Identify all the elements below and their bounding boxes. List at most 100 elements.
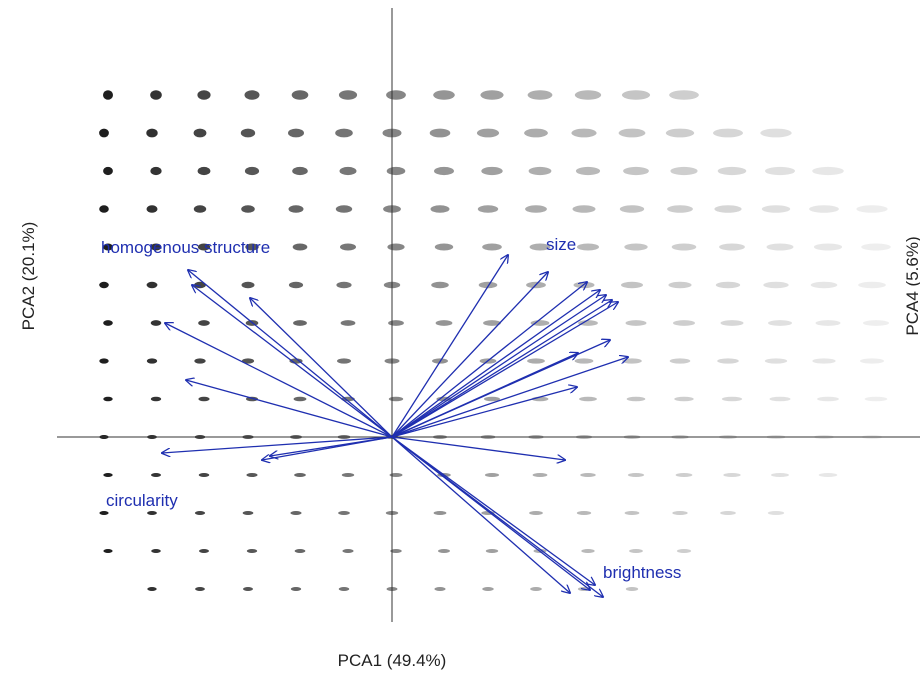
particle <box>771 473 789 477</box>
particle <box>389 473 403 477</box>
particle <box>340 243 356 251</box>
particle <box>193 205 207 213</box>
particle <box>621 90 651 100</box>
particle <box>242 511 254 515</box>
particle <box>338 90 358 100</box>
particle <box>335 205 353 213</box>
particle <box>484 396 500 402</box>
particle <box>246 473 258 477</box>
particle <box>434 243 454 251</box>
particle <box>386 166 406 176</box>
particle <box>863 320 889 326</box>
vector-label: homogenous structure <box>101 238 270 257</box>
loading-arrow <box>391 436 570 593</box>
particle <box>861 243 891 251</box>
particle <box>292 243 308 251</box>
particle <box>530 320 550 326</box>
particle <box>387 243 405 251</box>
particle <box>576 511 592 515</box>
particle <box>103 396 113 402</box>
particle <box>667 205 693 213</box>
particle <box>99 281 109 289</box>
particle <box>431 281 449 289</box>
particle <box>147 511 157 515</box>
particle <box>717 358 739 364</box>
particle <box>665 128 695 138</box>
particle <box>485 549 499 553</box>
particle <box>150 396 162 402</box>
particle <box>769 396 791 402</box>
particle <box>817 396 839 402</box>
loading-arrow <box>391 436 595 585</box>
loading-arrow <box>391 290 600 438</box>
loading-arrow <box>165 323 393 438</box>
particle <box>768 320 792 326</box>
particle <box>625 587 639 591</box>
particle <box>714 205 742 213</box>
vector-label: size <box>546 235 576 254</box>
loading-arrow <box>391 300 612 438</box>
particle <box>478 281 498 289</box>
particle <box>339 166 357 176</box>
particle <box>581 549 595 553</box>
particle <box>386 90 406 100</box>
particle <box>244 90 260 100</box>
vector-label: brightness <box>603 563 681 582</box>
loading-arrow <box>391 357 628 438</box>
particle <box>146 358 158 364</box>
particle <box>527 90 553 100</box>
particle <box>623 166 649 176</box>
particle <box>198 320 210 326</box>
particle <box>99 511 109 515</box>
particle <box>390 549 402 553</box>
particle <box>438 549 450 553</box>
particle <box>241 358 255 364</box>
particle <box>103 90 113 100</box>
particle <box>103 473 113 477</box>
particle <box>194 358 206 364</box>
particle <box>669 358 691 364</box>
particle <box>622 358 642 364</box>
particle <box>525 205 547 213</box>
particle <box>99 358 109 364</box>
particle <box>435 320 453 326</box>
particle <box>720 511 736 515</box>
particle <box>765 166 795 176</box>
x-axis-title: PCA1 (49.4%) <box>338 651 447 670</box>
particle <box>621 281 643 289</box>
particle <box>760 128 792 138</box>
particle <box>338 511 350 515</box>
loading-arrow <box>192 285 393 438</box>
particle <box>856 205 888 213</box>
particle <box>338 587 350 591</box>
loading-arrow <box>391 436 603 597</box>
particle <box>574 358 594 364</box>
particle <box>103 320 113 326</box>
particle <box>195 587 205 591</box>
particle <box>197 166 211 176</box>
loading-arrow <box>391 255 508 438</box>
particle <box>433 90 455 100</box>
particle <box>194 511 206 515</box>
particle <box>146 205 158 213</box>
vector-label: circularity <box>106 491 178 510</box>
particle <box>580 473 596 477</box>
particle <box>579 396 597 402</box>
particle <box>571 128 597 138</box>
particle <box>674 396 694 402</box>
particle <box>290 511 302 515</box>
particle <box>150 320 162 326</box>
loading-arrow <box>391 272 548 438</box>
particle <box>672 511 688 515</box>
particle <box>341 473 355 477</box>
particle <box>430 205 450 213</box>
loading-vectors <box>162 255 628 597</box>
particle <box>103 166 113 176</box>
particle <box>103 243 113 251</box>
particle <box>670 166 698 176</box>
particle <box>809 205 839 213</box>
loading-arrow <box>270 436 393 456</box>
particle <box>675 473 693 477</box>
particle <box>293 320 307 326</box>
particle <box>575 166 601 176</box>
